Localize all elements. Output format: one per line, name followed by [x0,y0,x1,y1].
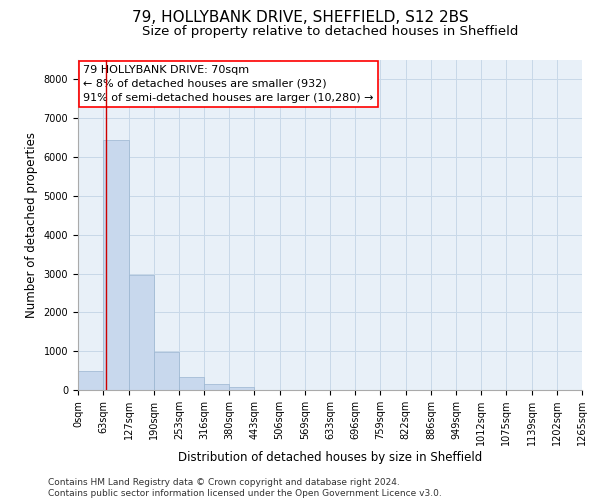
Bar [154,352,179,390]
Text: Contains HM Land Registry data © Crown copyright and database right 2024.
Contai: Contains HM Land Registry data © Crown c… [48,478,442,498]
Y-axis label: Number of detached properties: Number of detached properties [25,132,38,318]
Text: 79, HOLLYBANK DRIVE, SHEFFIELD, S12 2BS: 79, HOLLYBANK DRIVE, SHEFFIELD, S12 2BS [131,10,469,25]
Bar [229,388,254,390]
Bar [103,140,128,390]
Title: Size of property relative to detached houses in Sheffield: Size of property relative to detached ho… [142,25,518,38]
Bar [179,377,204,390]
X-axis label: Distribution of detached houses by size in Sheffield: Distribution of detached houses by size … [178,451,482,464]
Bar [78,372,103,390]
Bar [204,384,229,390]
Bar [128,276,154,390]
Text: 79 HOLLYBANK DRIVE: 70sqm
← 8% of detached houses are smaller (932)
91% of semi-: 79 HOLLYBANK DRIVE: 70sqm ← 8% of detach… [83,65,374,103]
